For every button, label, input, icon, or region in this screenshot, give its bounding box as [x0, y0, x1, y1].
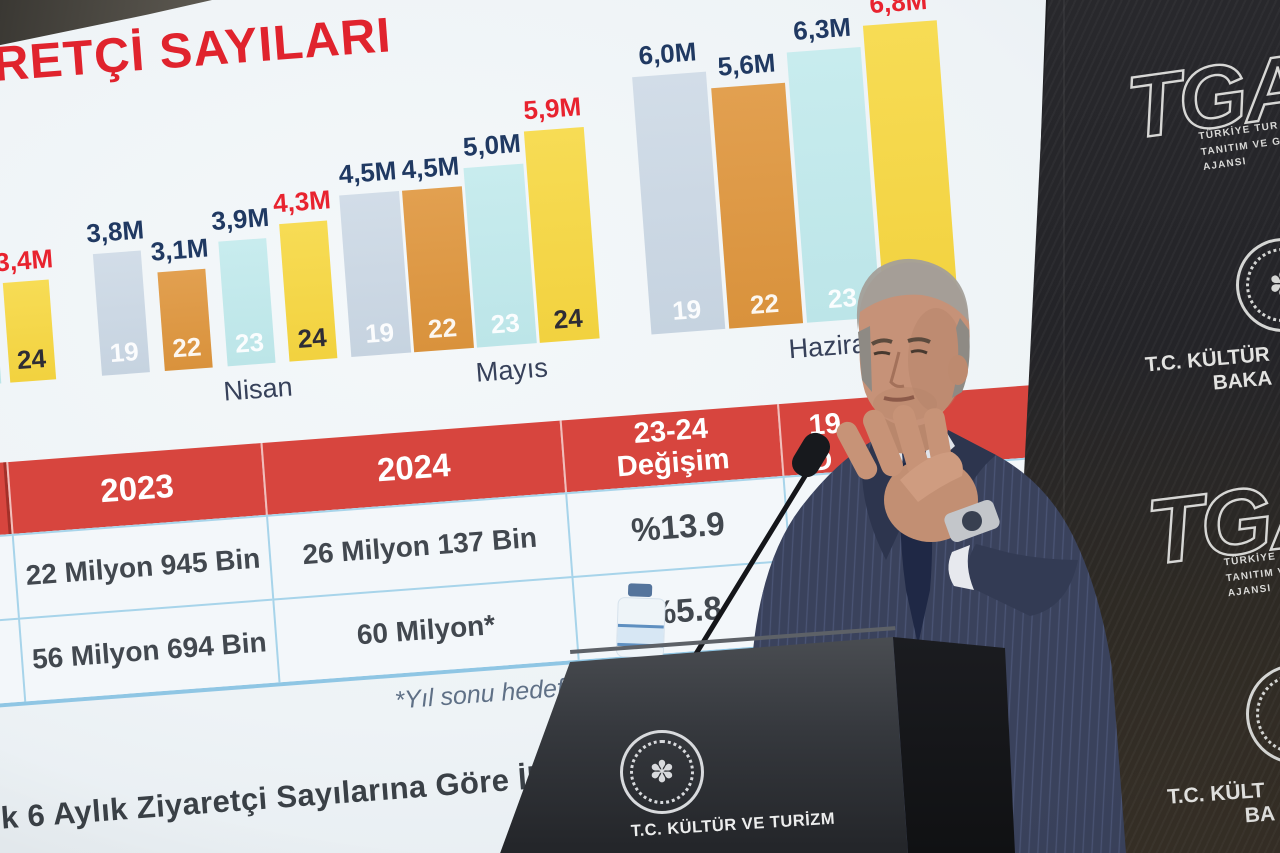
eyebrow — [907, 337, 931, 344]
tga-logo: TGA TÜRKİYE TANITIM V AJANSI — [1136, 435, 1280, 599]
mouth — [883, 395, 915, 402]
svg-text:TGA: TGA — [1142, 460, 1280, 584]
hair-side — [858, 326, 872, 392]
head — [858, 262, 970, 427]
tga-logo-letters-icon: TGA — [1120, 34, 1280, 159]
emblem-core-icon — [623, 733, 701, 811]
eye — [910, 349, 928, 355]
microphone-head-icon — [791, 432, 831, 478]
wrist-watch — [944, 499, 1000, 543]
backdrop-wall: TGA TÜRKİYE TUR TANITIM VE G AJANSI T.C.… — [1005, 0, 1280, 853]
podium-side-panel — [893, 637, 1015, 853]
podium: T.C. KÜLTÜR VE TURİZM — [500, 637, 908, 853]
eye — [873, 351, 891, 356]
wall-panel-seam — [1063, 0, 1065, 853]
tga-logo-letters-icon: TGA — [1141, 459, 1280, 585]
nose — [889, 351, 905, 388]
suit-forearm — [967, 544, 1078, 616]
podium-ministry-label: T.C. KÜLTÜR VE TURİZM — [630, 809, 836, 841]
tga-logo: TGA TÜRKİYE TUR TANITIM VE G AJANSI — [1116, 9, 1280, 173]
hair — [856, 258, 969, 330]
ministry-emblem-icon — [620, 730, 704, 814]
ear — [948, 355, 968, 385]
shirt-cuff — [948, 545, 974, 590]
eyebrow — [870, 338, 893, 346]
